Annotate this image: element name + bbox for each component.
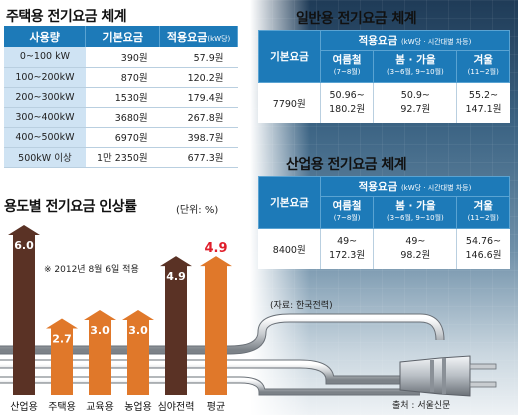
category-label: 평균 — [206, 402, 226, 413]
general-value-winter: 55.2~ 147.1원 — [456, 82, 510, 123]
rate-cell: 57.9원 — [159, 47, 238, 68]
base-fee-cell: 390원 — [85, 47, 160, 68]
base-fee-cell: 3680원 — [85, 107, 160, 128]
base-fee-cell: 6970원 — [85, 127, 160, 148]
chart-note: ※ 2012년 8월 6일 적용 — [44, 265, 139, 275]
industrial-season-1: 봄 · 가을 (3~6월, 9~10월) — [373, 196, 458, 229]
general-value-summer: 50.96~ 180.2원 — [319, 82, 374, 123]
chart-bar: 6.0 — [8, 225, 40, 395]
rate-cell: 179.4원 — [159, 87, 238, 108]
industrial-value-winter: 54.76~ 146.6원 — [456, 228, 510, 269]
industrial-base-header: 기본요금 — [258, 176, 321, 229]
bar-value-label: 4.9 — [166, 270, 186, 283]
category-label: 농업용 — [124, 402, 152, 413]
chart-unit: (단위: %) — [176, 205, 219, 216]
rate-cell: 398.7원 — [159, 127, 238, 148]
general-season-2: 겨울 (11~2월) — [456, 50, 510, 83]
bar-value-label: 3.0 — [128, 324, 148, 337]
chart-bar: 2.7 — [46, 318, 78, 395]
bar-value-label: 3.0 — [90, 324, 110, 337]
industrial-season-2: 겨울 (11~2월) — [456, 196, 510, 229]
base-fee-cell: 1530원 — [85, 87, 160, 108]
table-row: 100~200kW 870원 120.2원 — [4, 67, 238, 88]
bar-value-label: 6.0 — [14, 239, 34, 252]
rate-cell: 120.2원 — [159, 67, 238, 88]
usage-cell: 200~300kW — [4, 87, 86, 108]
header-base-fee: 기본요금 — [85, 26, 161, 47]
industrial-value-summer: 49~ 172.3원 — [319, 228, 374, 269]
base-fee-cell: 1만 2350원 — [85, 147, 160, 168]
table-row: 300~400kW 3680원 267.8원 — [4, 107, 238, 128]
residential-title: 주택용 전기요금 체계 — [6, 9, 127, 25]
general-title: 일반용 전기요금 체계 — [296, 11, 417, 27]
bar-value-label: 4.9 — [204, 241, 227, 256]
data-source: (자료: 한국전력) — [270, 301, 333, 311]
base-fee-cell: 870원 — [85, 67, 160, 88]
chart-bar: 4.9 — [200, 241, 232, 395]
usage-cell: 0~100 kW — [4, 47, 86, 68]
bar-value-label: 2.7 — [52, 333, 72, 346]
general-base-value: 7790원 — [258, 82, 321, 123]
chart-bar: 3.0 — [122, 310, 154, 395]
usage-cell: 500kW 이상 — [4, 147, 86, 168]
header-usage: 사용량 — [4, 26, 87, 47]
rate-cell: 677.3원 — [159, 147, 238, 168]
category-label: 주택용 — [48, 402, 76, 413]
general-season-0: 여름철 (7~8월) — [319, 50, 375, 83]
usage-cell: 400~500kW — [4, 127, 86, 148]
header-rate: 적용요금(kW당) — [159, 26, 238, 47]
table-row: 400~500kW 6970원 398.7원 — [4, 127, 238, 148]
credit-text: 출처 : 서울신문 — [392, 401, 451, 411]
general-value-spring: 50.9~ 92.7원 — [373, 82, 457, 123]
category-label: 심야전력 — [157, 402, 195, 413]
power-plug-illustration — [0, 313, 497, 397]
usage-cell: 300~400kW — [4, 107, 86, 128]
chart-bar: 4.9 — [160, 256, 192, 395]
industrial-table: 기본요금 적용요금 (kW당 · 시간대별 차등) 여름철 (7~8월) 봄 · 가… — [258, 176, 510, 269]
industrial-value-spring: 49~ 98.2원 — [373, 228, 457, 269]
category-label: 산업용 — [10, 402, 38, 413]
table-row: 200~300kW 1530원 179.4원 — [4, 87, 238, 108]
usage-cell: 100~200kW — [4, 67, 86, 88]
industrial-base-value: 8400원 — [258, 228, 321, 269]
category-label: 교육용 — [86, 402, 114, 413]
chart-bar: 3.0 — [84, 310, 116, 395]
industrial-season-0: 여름철 (7~8월) — [319, 196, 375, 229]
rate-cell: 267.8원 — [159, 107, 238, 128]
table-row: 0~100 kW 390원 57.9원 — [4, 47, 238, 68]
chart-title: 용도별 전기요금 인상률 — [4, 199, 137, 215]
table-row: 500kW 이상 1만 2350원 677.3원 — [4, 147, 238, 168]
general-table: 기본요금 적용요금 (kW당 · 시간대별 차등) 여름철 (7~8월) 봄 · 가… — [258, 30, 510, 123]
residential-table: 사용량 기본요금 적용요금(kW당) 0~100 kW 390원 57.9원 100~… — [4, 26, 238, 168]
industrial-title: 산업용 전기요금 체계 — [286, 157, 407, 173]
general-season-1: 봄 · 가을 (3~6월, 9~10월) — [373, 50, 458, 83]
